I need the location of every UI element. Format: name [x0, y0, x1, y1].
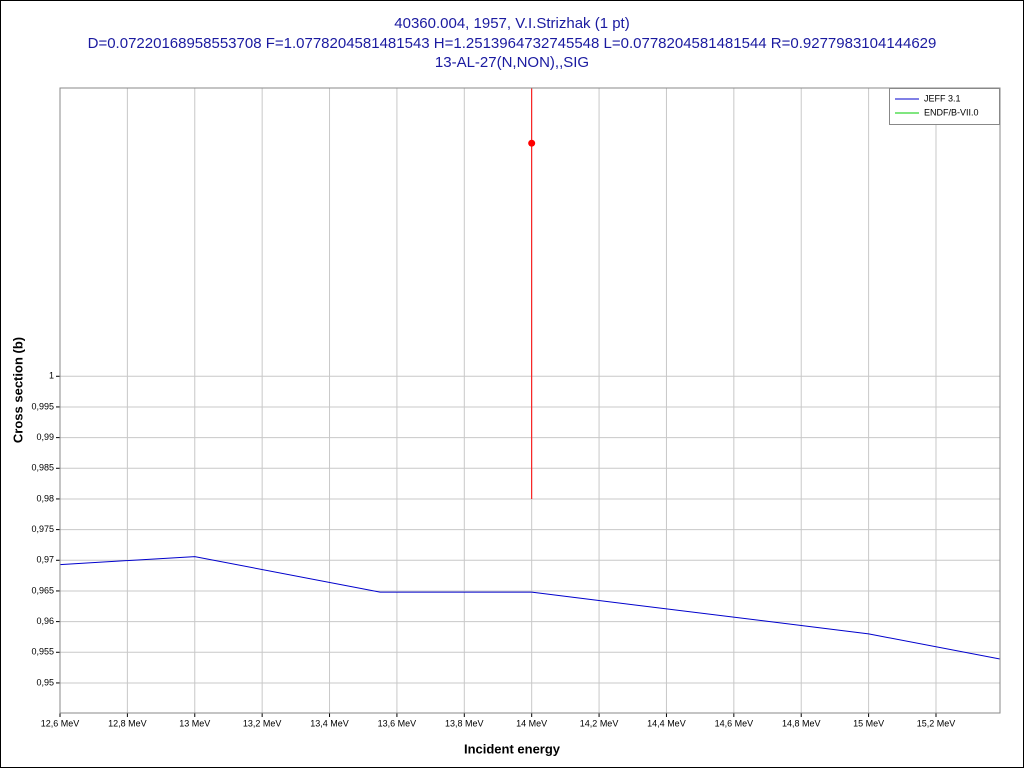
x-axis-label: Incident energy — [464, 741, 561, 756]
legend: JEFF 3.1 ENDF/B-VII.0 — [889, 88, 1000, 125]
chart-subtitle: D=0.07220168958553708 F=1.07782045814815… — [88, 35, 937, 52]
y-tick-label: 0,985 — [31, 463, 54, 473]
x-tick-label: 13,4 MeV — [310, 718, 349, 728]
y-axis-label: Cross section (b) — [10, 337, 25, 443]
x-tick-label: 15,2 MeV — [917, 718, 956, 728]
y-tick-label: 0,995 — [31, 401, 54, 411]
y-tick-label: 1 — [49, 371, 54, 381]
x-tick-label: 13,6 MeV — [378, 718, 417, 728]
x-tick-label: 14,6 MeV — [715, 718, 754, 728]
series-line — [60, 556, 1000, 660]
x-tick-label: 14 MeV — [516, 718, 547, 728]
y-tick-label: 0,95 — [36, 677, 54, 687]
x-tick-label: 14,8 MeV — [782, 718, 821, 728]
x-tick-label: 15 MeV — [853, 718, 884, 728]
legend-label: ENDF/B-VII.0 — [924, 107, 979, 117]
x-tick-label: 13,2 MeV — [243, 718, 282, 728]
y-tick-label: 0,98 — [36, 493, 54, 503]
reaction-label: 13-AL-27(N,NON),,SIG — [435, 54, 589, 71]
x-tick-label: 12,8 MeV — [108, 718, 147, 728]
y-tick-label: 0,97 — [36, 555, 54, 565]
y-tick-label: 0,975 — [31, 524, 54, 534]
x-tick-label: 13 MeV — [179, 718, 210, 728]
x-tick-label: 13,8 MeV — [445, 718, 484, 728]
x-tick-label: 14,4 MeV — [647, 718, 686, 728]
y-tick-label: 0,965 — [31, 585, 54, 595]
y-tick-label: 0,96 — [36, 616, 54, 626]
legend-box — [889, 88, 1000, 125]
data-point — [528, 139, 536, 147]
legend-label: JEFF 3.1 — [924, 93, 961, 103]
plot-marks — [60, 88, 1000, 660]
y-tick-label: 0,99 — [36, 432, 54, 442]
plot-border — [59, 87, 1001, 714]
x-tick-label: 14,2 MeV — [580, 718, 619, 728]
chart-title: 40360.004, 1957, V.I.Strizhak (1 pt) — [394, 15, 629, 32]
y-tick-label: 0,955 — [31, 647, 54, 657]
x-tick-label: 12,6 MeV — [41, 718, 80, 728]
